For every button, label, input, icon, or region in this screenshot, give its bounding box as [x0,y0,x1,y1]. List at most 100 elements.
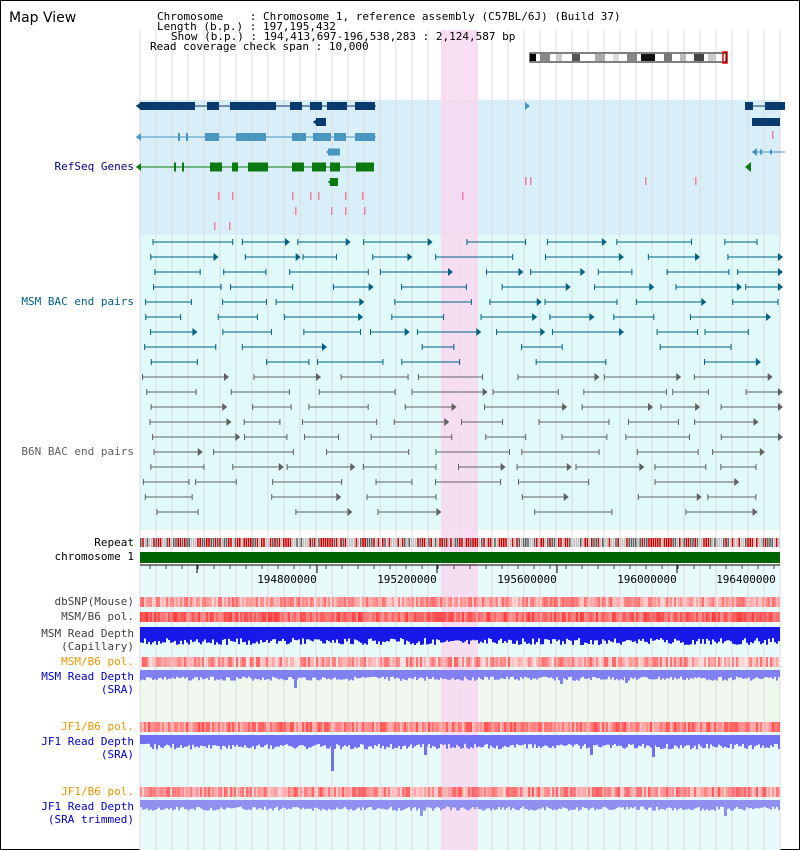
depth-bar [646,670,648,678]
selection-highlight[interactable] [441,30,478,850]
heat-cell [238,722,240,732]
depth-bar [286,670,288,681]
depth-bar [396,735,398,748]
heat-cell [278,787,280,797]
heat-cell [726,657,728,667]
depth-bar [224,670,226,681]
depth-bar [188,627,190,645]
heat-cell [376,787,378,797]
repeat-element [608,538,611,547]
heat-cell [762,657,764,667]
depth-bar [718,670,720,677]
heat-cell [718,657,720,667]
depth-bar [522,800,524,807]
depth-bar [258,735,260,745]
heat-cell [390,612,392,622]
depth-bar [752,735,754,750]
heat-cell [506,787,508,797]
heat-cell [212,597,214,607]
msm-bac-end-pair-features[interactable] [144,238,783,366]
heat-cell [310,787,312,797]
heat-cell [312,597,314,607]
repeat-track[interactable] [140,538,780,547]
heat-cell [330,597,332,607]
repeat-element [371,538,373,547]
jf1-read-depth-sra-track[interactable] [140,735,780,771]
depth-bar [716,800,718,807]
depth-bar [476,800,478,808]
depth-bar [772,800,774,807]
heat-cell [562,657,564,667]
jf1-b6-pol-track-2[interactable] [140,787,780,797]
gene-exon [186,133,188,141]
heat-cell [172,787,174,797]
chromosome-ideogram[interactable] [529,51,728,64]
heat-cell [320,787,322,797]
depth-bar [708,800,710,811]
depth-bar [288,800,290,809]
jf1-b6-pol-track[interactable] [140,722,780,732]
heat-cell [766,657,768,667]
repeat-element [533,538,536,547]
heat-cell [438,612,440,622]
heat-cell [314,612,316,622]
depth-bar [674,627,676,639]
repeat-element [285,538,287,547]
msm-b6-pol-sra-track[interactable] [140,657,780,667]
heat-cell [252,597,254,607]
heat-cell [272,612,274,622]
b6n-bac-end-pair-features[interactable] [142,373,783,516]
gene-exon [236,133,266,141]
heat-cell [494,597,496,607]
heat-cell [410,597,412,607]
depth-bar [658,627,660,640]
heat-cell [290,787,292,797]
jf1-read-depth-trimmed-track[interactable] [140,800,780,816]
heat-cell [628,597,630,607]
heat-cell [514,722,516,732]
heat-cell [718,722,720,732]
refseq-genes-label[interactable]: RefSeq Genes [54,160,134,173]
refseq-gene-features[interactable] [136,102,785,230]
heat-cell [420,657,422,667]
heat-cell [170,722,172,732]
heat-cell [428,787,430,797]
depth-bar [290,627,292,643]
heat-cell [168,722,170,732]
heat-cell [364,597,366,607]
msm-read-depth-capillary-track[interactable] [140,627,780,645]
msm-b6-pol-capillary-track[interactable] [140,612,780,622]
msm-read-depth-sra-track[interactable] [140,670,780,688]
gene-exon [182,162,184,172]
heat-cell [572,612,574,622]
depth-bar [420,735,422,748]
heat-cell [530,657,532,667]
heat-cell [256,612,258,622]
depth-bar [472,627,474,640]
heat-cell [260,787,262,797]
heat-cell [470,787,472,797]
depth-bar [732,627,734,644]
dbsnp-heat-track[interactable] [140,597,780,607]
depth-bar [362,670,364,677]
heat-cell [664,657,666,667]
depth-bar [446,627,448,641]
heat-cell [382,657,384,667]
heat-cell [416,787,418,797]
depth-bar [470,800,472,809]
depth-bar [370,735,372,747]
bac-end-arrow [618,253,624,261]
depth-bar [176,670,178,677]
heat-cell [722,612,724,622]
bac-end-arrow [753,418,759,426]
heat-cell [146,597,148,607]
heat-cell [504,657,506,667]
b6n-bac-label[interactable]: B6N BAC end pairs [21,445,134,458]
msm-bac-label[interactable]: MSM BAC end pairs [21,295,134,308]
depth-bar [140,670,142,681]
depth-bar [252,735,254,747]
depth-bar [420,627,422,645]
depth-bar [406,627,408,641]
heat-cell [356,722,358,732]
